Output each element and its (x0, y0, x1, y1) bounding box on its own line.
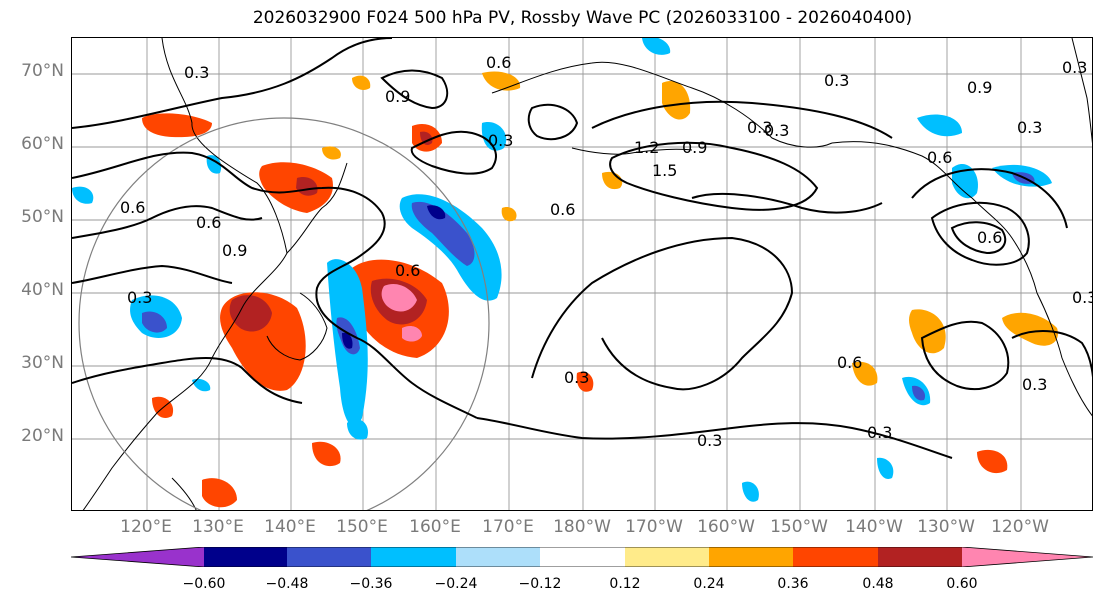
lon-label-160e: 160°E (409, 517, 461, 537)
contour-label: 0.6 (977, 228, 1002, 247)
contour-label: 0.3 (488, 131, 513, 150)
lat-label-40n: 40°N (21, 280, 64, 300)
analysis-circle (78, 117, 490, 510)
colorbar-tick: 0.12 (609, 576, 641, 592)
colorbar-cell (204, 547, 287, 567)
lon-label-120w: 120°W (991, 517, 1049, 537)
plot-title: 2026032900 F024 500 hPa PV, Rossby Wave … (252, 8, 913, 28)
contour-label: 0.6 (196, 213, 221, 232)
contour-label: 0.3 (867, 423, 892, 442)
colorbar-cell (625, 547, 709, 567)
colorbar-tick: 0.36 (777, 576, 809, 592)
contour-label: 0.3 (764, 121, 789, 140)
lat-label-60n: 60°N (21, 134, 64, 154)
colorbar-cell (540, 547, 625, 567)
lat-label-70n: 70°N (21, 61, 64, 81)
contour-label: 0.3 (747, 118, 772, 137)
coastlines (82, 38, 1092, 510)
map-svg: 0.3 0.6 0.9 0.3 0.6 0.9 1.2 1.5 0.6 0.3 … (72, 38, 1093, 510)
lon-label-180w: 180°W (553, 517, 611, 537)
lon-label-170w: 170°W (625, 517, 683, 537)
contour-label: 0.3 (1022, 375, 1047, 394)
lon-label-120e: 120°E (120, 517, 172, 537)
contour-label: 0.6 (837, 353, 862, 372)
colorbar-tick: −0.12 (518, 576, 562, 592)
contour-label: 1.2 (634, 138, 659, 157)
lon-label-150w: 150°W (770, 517, 828, 537)
contour-label: 1.5 (652, 161, 677, 180)
lon-label-140w: 140°W (845, 517, 903, 537)
colorbar-cell (793, 547, 878, 567)
colorbar-cell (962, 547, 1093, 567)
lat-label-30n: 30°N (21, 353, 64, 373)
contour-label: 0.9 (385, 87, 410, 106)
colorbar-cell (287, 547, 371, 567)
contour-label: 0.6 (395, 261, 420, 280)
colorbar-tick: −0.24 (434, 576, 478, 592)
contour-label: 0.3 (564, 368, 589, 387)
lon-label-170e: 170°E (482, 517, 534, 537)
contour-label: 0.9 (967, 78, 992, 97)
lon-label-160w: 160°W (697, 517, 755, 537)
contour-labels: 0.3 0.6 0.9 0.3 0.6 0.9 1.2 1.5 0.6 0.3 … (120, 53, 1093, 450)
contour-label: 0.3 (824, 71, 849, 90)
colorbar-cells (70, 546, 1094, 568)
colorbar-cell (878, 547, 962, 567)
colorbar-cell (371, 547, 456, 567)
colorbar-tick: 0.60 (946, 576, 978, 592)
graticule (72, 38, 1092, 510)
colorbar-cell (456, 547, 540, 567)
contour-label: 0.6 (550, 200, 575, 219)
contour-label: 0.3 (184, 63, 209, 82)
colorbar-tick: −0.48 (265, 576, 309, 592)
contour-label: 0.3 (1062, 58, 1087, 77)
map-panel: 0.3 0.6 0.9 0.3 0.6 0.9 1.2 1.5 0.6 0.3 … (71, 37, 1093, 511)
lat-label-50n: 50°N (21, 207, 64, 227)
colorbar-tick: 0.24 (693, 576, 725, 592)
contour-label: 0.9 (682, 138, 707, 157)
colorbar-tick: 0.48 (862, 576, 894, 592)
colorbar-tick: −0.36 (349, 576, 393, 592)
colorbar-cell (71, 547, 204, 567)
lon-label-150e: 150°E (336, 517, 388, 537)
colorbar-cell (709, 547, 793, 567)
warm-anomalies (142, 71, 1058, 508)
colorbar (70, 546, 1094, 571)
contour-label: 0.3 (697, 431, 722, 450)
lat-label-20n: 20°N (21, 426, 64, 446)
lon-label-130w: 130°W (917, 517, 975, 537)
contour-label: 0.6 (120, 198, 145, 217)
colorbar-svg (70, 546, 1094, 568)
contour-label: 0.3 (1072, 288, 1093, 307)
pv-contours (72, 38, 1092, 459)
contour-label: 0.9 (222, 241, 247, 260)
contour-label: 0.3 (127, 288, 152, 307)
lon-label-140e: 140°E (264, 517, 316, 537)
lon-label-130e: 130°E (192, 517, 244, 537)
contour-label: 0.6 (486, 53, 511, 72)
colorbar-tick: −0.60 (182, 576, 226, 592)
contour-label: 0.6 (927, 148, 952, 167)
contour-label: 0.3 (1017, 118, 1042, 137)
